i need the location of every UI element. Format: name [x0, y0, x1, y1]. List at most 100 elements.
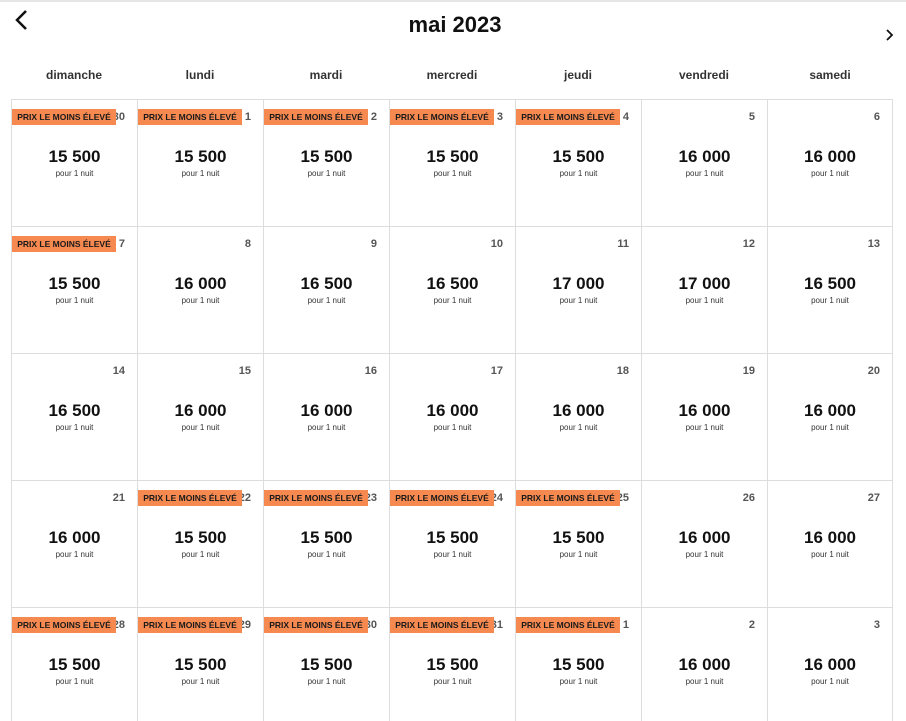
price: 15 500 — [48, 147, 101, 166]
day-cell[interactable]: 27 16 000 pour 1 nuit — [767, 480, 893, 607]
day-cell[interactable]: 18 16 000 pour 1 nuit — [515, 353, 641, 480]
day-cell[interactable]: 7 PRIX LE MOINS ÉLEVÉ 15 500 pour 1 nuit — [11, 226, 137, 353]
day-cell[interactable]: 5 16 000 pour 1 nuit — [641, 99, 767, 226]
price: 16 000 — [300, 401, 353, 420]
price: 16 500 — [426, 274, 479, 293]
price: 15 500 — [300, 528, 353, 547]
day-cell[interactable]: 21 16 000 pour 1 nuit — [11, 480, 137, 607]
price-note: pour 1 nuit — [811, 550, 849, 559]
price: 16 500 — [804, 274, 856, 293]
price: 15 500 — [48, 274, 101, 293]
day-cell[interactable]: 2 PRIX LE MOINS ÉLEVÉ 15 500 pour 1 nuit — [263, 99, 389, 226]
day-cell[interactable]: 25 PRIX LE MOINS ÉLEVÉ 15 500 pour 1 nuit — [515, 480, 641, 607]
price: 17 000 — [552, 274, 605, 293]
day-cell[interactable]: 19 16 000 pour 1 nuit — [641, 353, 767, 480]
day-number: 16 — [364, 365, 377, 377]
price-note: pour 1 nuit — [811, 423, 849, 432]
month-title: mai 2023 — [408, 12, 502, 37]
back-button[interactable] — [12, 8, 32, 32]
lowest-price-badge: PRIX LE MOINS ÉLEVÉ — [264, 617, 368, 633]
day-cell[interactable]: 10 16 500 pour 1 nuit — [389, 226, 515, 353]
day-cell[interactable]: 3 16 000 pour 1 nuit — [767, 607, 893, 721]
day-number: 14 — [112, 365, 125, 377]
day-cell[interactable]: 15 16 000 pour 1 nuit — [137, 353, 263, 480]
day-number: 11 — [617, 238, 629, 250]
day-cell[interactable]: 30 PRIX LE MOINS ÉLEVÉ 15 500 pour 1 nuit — [263, 607, 389, 721]
day-cell[interactable]: 31 PRIX LE MOINS ÉLEVÉ 15 500 pour 1 nuit — [389, 607, 515, 721]
price-note: pour 1 nuit — [181, 423, 220, 432]
day-cell[interactable]: 13 16 500 pour 1 nuit — [767, 226, 893, 353]
day-cell[interactable]: 20 16 000 pour 1 nuit — [767, 353, 893, 480]
day-number: 6 — [873, 111, 880, 123]
price: 15 500 — [300, 655, 353, 674]
weekday-label: jeudi — [563, 68, 592, 82]
day-cell[interactable]: 3 PRIX LE MOINS ÉLEVÉ 15 500 pour 1 nuit — [389, 99, 515, 226]
day-cell[interactable]: 23 PRIX LE MOINS ÉLEVÉ 15 500 pour 1 nuit — [263, 480, 389, 607]
day-cell[interactable]: 2 16 000 pour 1 nuit — [641, 607, 767, 721]
day-number: 26 — [742, 492, 755, 504]
price: 16 000 — [804, 655, 856, 674]
price-note: pour 1 nuit — [181, 169, 220, 178]
day-number: 21 — [112, 492, 125, 504]
price-note: pour 1 nuit — [685, 423, 724, 432]
lowest-price-badge: PRIX LE MOINS ÉLEVÉ — [12, 236, 116, 252]
price-note: pour 1 nuit — [55, 296, 94, 305]
price-note: pour 1 nuit — [55, 423, 94, 432]
price-note: pour 1 nuit — [433, 677, 472, 686]
price-note: pour 1 nuit — [559, 423, 598, 432]
day-number: 8 — [244, 238, 251, 250]
day-number: 2 — [748, 619, 755, 631]
day-cell[interactable]: 22 PRIX LE MOINS ÉLEVÉ 15 500 pour 1 nuit — [137, 480, 263, 607]
price-note: pour 1 nuit — [685, 550, 724, 559]
price: 15 500 — [426, 655, 479, 674]
lowest-price-badge: PRIX LE MOINS ÉLEVÉ — [516, 109, 620, 125]
lowest-price-badge: PRIX LE MOINS ÉLEVÉ — [390, 617, 494, 633]
lowest-price-badge: PRIX LE MOINS ÉLEVÉ — [138, 109, 242, 125]
day-cell[interactable]: 28 PRIX LE MOINS ÉLEVÉ 15 500 pour 1 nuit — [11, 607, 137, 721]
day-cell[interactable]: 9 16 500 pour 1 nuit — [263, 226, 389, 353]
price-note: pour 1 nuit — [685, 296, 724, 305]
day-cell[interactable]: 11 17 000 pour 1 nuit — [515, 226, 641, 353]
weekday-label: vendredi — [678, 68, 729, 82]
price: 16 000 — [678, 655, 731, 674]
day-number: 1 — [244, 111, 251, 123]
day-cell[interactable]: 6 16 000 pour 1 nuit — [767, 99, 893, 226]
weekday-label: mercredi — [426, 68, 478, 82]
day-cell[interactable]: 24 PRIX LE MOINS ÉLEVÉ 15 500 pour 1 nuit — [389, 480, 515, 607]
price: 15 500 — [174, 147, 227, 166]
day-number: 3 — [873, 619, 880, 631]
weekday-label: lundi — [185, 68, 215, 82]
lowest-price-badge: PRIX LE MOINS ÉLEVÉ — [390, 490, 494, 506]
price: 16 000 — [678, 528, 731, 547]
day-cell[interactable]: 14 16 500 pour 1 nuit — [11, 353, 137, 480]
day-cell[interactable]: 8 16 000 pour 1 nuit — [137, 226, 263, 353]
day-cell[interactable]: 26 16 000 pour 1 nuit — [641, 480, 767, 607]
price: 15 500 — [552, 528, 605, 547]
price-note: pour 1 nuit — [307, 296, 346, 305]
lowest-price-badge: PRIX LE MOINS ÉLEVÉ — [264, 109, 368, 125]
day-cell[interactable]: 16 16 000 pour 1 nuit — [263, 353, 389, 480]
price-note: pour 1 nuit — [811, 169, 849, 178]
day-cell[interactable]: 1 PRIX LE MOINS ÉLEVÉ 15 500 pour 1 nuit — [137, 99, 263, 226]
price: 16 000 — [678, 147, 731, 166]
price: 16 000 — [426, 401, 479, 420]
day-cell[interactable]: 12 17 000 pour 1 nuit — [641, 226, 767, 353]
price: 17 000 — [678, 274, 731, 293]
day-cell[interactable]: 29 PRIX LE MOINS ÉLEVÉ 15 500 pour 1 nuit — [137, 607, 263, 721]
lowest-price-badge: PRIX LE MOINS ÉLEVÉ — [12, 109, 116, 125]
day-cell[interactable]: 1 PRIX LE MOINS ÉLEVÉ 15 500 pour 1 nuit — [515, 607, 641, 721]
next-button[interactable] — [884, 28, 896, 42]
price: 15 500 — [552, 147, 605, 166]
price: 16 000 — [174, 274, 227, 293]
price: 16 000 — [174, 401, 227, 420]
lowest-price-badge: PRIX LE MOINS ÉLEVÉ — [390, 109, 494, 125]
price: 15 500 — [48, 655, 101, 674]
day-number: 7 — [118, 238, 125, 250]
day-number: 1 — [622, 619, 629, 631]
day-cell[interactable]: 30 PRIX LE MOINS ÉLEVÉ 15 500 pour 1 nuit — [11, 99, 137, 226]
day-number: 27 — [867, 492, 880, 504]
day-cell[interactable]: 4 PRIX LE MOINS ÉLEVÉ 15 500 pour 1 nuit — [515, 99, 641, 226]
weekday-label: mardi — [309, 68, 343, 82]
day-cell[interactable]: 17 16 000 pour 1 nuit — [389, 353, 515, 480]
